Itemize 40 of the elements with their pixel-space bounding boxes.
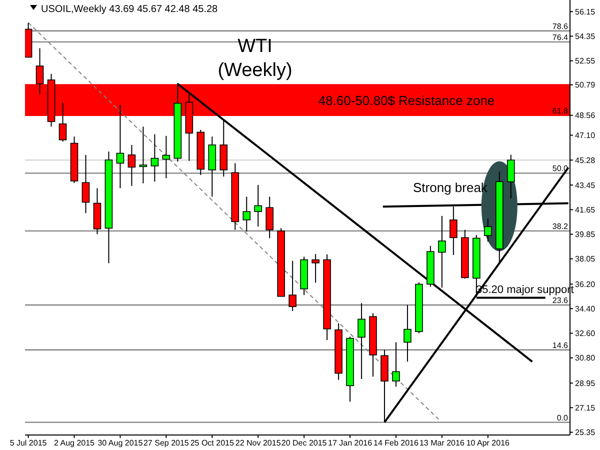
y-tick-label: 28.95 xyxy=(575,378,596,388)
y-tick-label: 30.80 xyxy=(575,354,596,363)
y-tick-label: 34.40 xyxy=(575,304,596,314)
x-tick-label: 14 Feb 2016 xyxy=(374,438,419,448)
x-tick-label: 5 Jul 2015 xyxy=(10,438,48,448)
y-tick-label: 32.60 xyxy=(575,329,596,338)
x-tick-label: 13 Mar 2016 xyxy=(419,438,465,448)
annotation: WTI xyxy=(238,36,272,57)
annotation: 0.0 xyxy=(556,413,569,422)
annotation: 61.8 xyxy=(552,106,569,116)
annotation: (Weekly) xyxy=(218,60,292,81)
x-tick-label: 17 Jan 2016 xyxy=(328,438,373,448)
annotation: 14.6 xyxy=(552,340,569,350)
y-tick-label: 52.55 xyxy=(575,56,596,66)
x-tick-label: 25 Oct 2015 xyxy=(190,438,234,448)
y-tick-label: 45.28 xyxy=(575,156,596,165)
chart-title: USOIL,Weekly 43.69 45.67 42.48 45.28 xyxy=(41,4,218,15)
x-tick-label: 30 Aug 2015 xyxy=(98,438,144,448)
y-tick-label: 25.35 xyxy=(575,428,596,438)
y-tick-label: 43.45 xyxy=(575,180,596,190)
y-tick-label: 50.79 xyxy=(575,80,596,90)
x-tick-label: 10 Apr 2016 xyxy=(466,438,510,448)
x-tick-label: 27 Sep 2015 xyxy=(143,438,190,448)
y-tick-label: 48.56 xyxy=(575,111,596,120)
x-tick-label: 22 Nov 2015 xyxy=(235,438,282,448)
annotation: 38.2 xyxy=(552,222,569,231)
annotation: 23.6 xyxy=(552,296,569,305)
y-tick-label: 41.65 xyxy=(575,205,596,214)
y-tick-label: 54.35 xyxy=(575,32,596,42)
y-tick-label: 56.15 xyxy=(575,7,596,16)
annotation: 78.6 xyxy=(552,22,569,31)
y-tick-label: 36.20 xyxy=(575,280,596,289)
y-tick-label: 47.10 xyxy=(575,131,596,140)
y-tick-label: 27.15 xyxy=(575,404,596,413)
annotation: 76.4 xyxy=(552,32,569,42)
y-tick-label: 39.85 xyxy=(575,230,596,240)
y-tick-label: 38.05 xyxy=(575,254,596,264)
x-tick-label: 2 Aug 2015 xyxy=(54,438,96,448)
x-tick-label: 20 Dec 2015 xyxy=(281,438,328,448)
band-label: 48.60-50.80$ Resistance zone xyxy=(318,93,495,108)
